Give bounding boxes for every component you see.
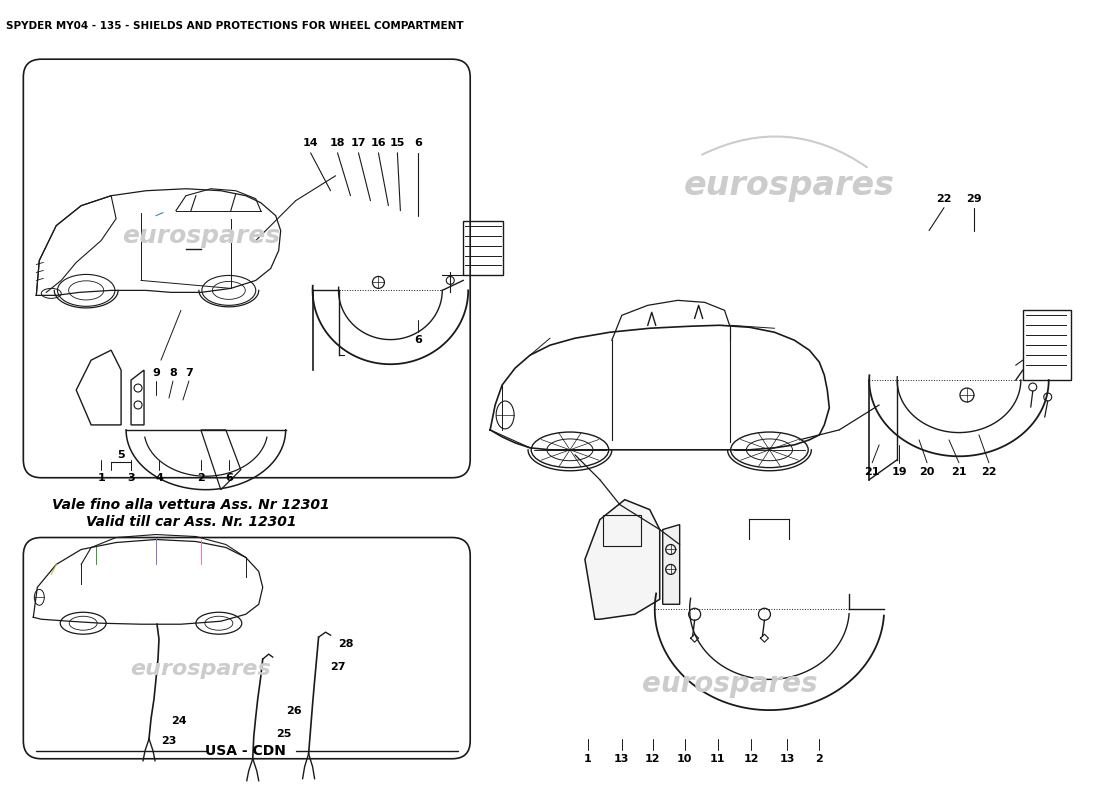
Text: 13: 13 [614, 754, 629, 764]
Text: eurospares: eurospares [684, 170, 895, 202]
Text: 10: 10 [676, 754, 692, 764]
Text: 27: 27 [331, 662, 346, 672]
Bar [463, 221, 503, 275]
Text: eurospares: eurospares [122, 223, 279, 247]
Text: 4: 4 [155, 473, 163, 482]
Text: 21: 21 [952, 466, 967, 477]
Text: 21: 21 [865, 466, 880, 477]
Text: 14: 14 [302, 138, 318, 148]
Text: eurospares: eurospares [131, 659, 272, 679]
Text: 5: 5 [118, 450, 125, 460]
Text: 18: 18 [330, 138, 345, 148]
Text: 1: 1 [97, 473, 104, 482]
Text: 29: 29 [966, 194, 981, 204]
Text: 2: 2 [197, 473, 205, 482]
Text: 9: 9 [152, 368, 160, 378]
Text: 6: 6 [415, 335, 422, 346]
Text: 6: 6 [224, 473, 233, 482]
Text: 20: 20 [920, 466, 935, 477]
Text: 13: 13 [780, 754, 795, 764]
Text: 19: 19 [891, 466, 906, 477]
Text: 23: 23 [161, 736, 176, 746]
Text: 25: 25 [276, 729, 292, 739]
Text: 24: 24 [170, 716, 187, 726]
Text: eurospares: eurospares [641, 670, 817, 698]
Text: 8: 8 [169, 368, 177, 378]
Text: 22: 22 [981, 466, 997, 477]
Polygon shape [585, 500, 660, 619]
Text: Vale fino alla vettura Ass. Nr 12301: Vale fino alla vettura Ass. Nr 12301 [52, 498, 330, 512]
Text: 1: 1 [584, 754, 592, 764]
Text: 17: 17 [351, 138, 366, 148]
Polygon shape [662, 525, 680, 604]
Bar [1023, 310, 1070, 380]
Text: 11: 11 [710, 754, 725, 764]
Text: 6: 6 [415, 138, 422, 148]
Text: 15: 15 [389, 138, 405, 148]
Text: SPYDER MY04 - 135 - SHIELDS AND PROTECTIONS FOR WHEEL COMPARTMENT: SPYDER MY04 - 135 - SHIELDS AND PROTECTI… [7, 22, 464, 31]
Text: 3: 3 [128, 473, 135, 482]
Text: 7: 7 [185, 368, 192, 378]
Text: 12: 12 [645, 754, 660, 764]
Text: Valid till car Ass. Nr. 12301: Valid till car Ass. Nr. 12301 [86, 514, 296, 529]
Text: 16: 16 [371, 138, 386, 148]
Text: 26: 26 [286, 706, 301, 716]
Text: USA - CDN: USA - CDN [206, 744, 286, 758]
Bar [603, 514, 641, 546]
Text: 2: 2 [815, 754, 823, 764]
Text: 12: 12 [744, 754, 759, 764]
Text: 28: 28 [339, 639, 354, 649]
Text: 22: 22 [936, 194, 952, 204]
